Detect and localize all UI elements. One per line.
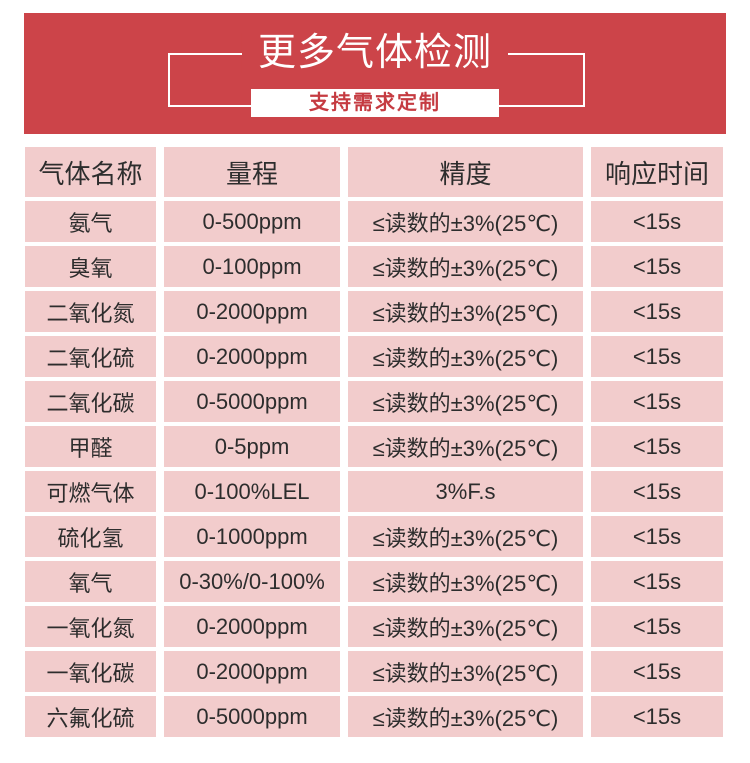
cell-gas-name: 六氟化硫: [25, 696, 156, 737]
cell-accuracy: ≤读数的±3%(25℃): [348, 516, 583, 557]
cell-response-time: <15s: [591, 381, 723, 422]
cell-response-time: <15s: [591, 651, 723, 692]
header-banner: 更多气体检测 支持需求定制: [24, 13, 726, 134]
cell-accuracy: ≤读数的±3%(25℃): [348, 651, 583, 692]
cell-gas-name: 可燃气体: [25, 471, 156, 512]
column-header-range: 量程: [164, 147, 340, 197]
column-header-accuracy: 精度: [348, 147, 583, 197]
cell-accuracy: ≤读数的±3%(25℃): [348, 336, 583, 377]
cell-response-time: <15s: [591, 471, 723, 512]
cell-accuracy: ≤读数的±3%(25℃): [348, 246, 583, 287]
cell-response-time: <15s: [591, 246, 723, 287]
cell-response-time: <15s: [591, 516, 723, 557]
cell-range: 0-2000ppm: [164, 291, 340, 332]
cell-response-time: <15s: [591, 696, 723, 737]
cell-response-time: <15s: [591, 336, 723, 377]
cell-accuracy: ≤读数的±3%(25℃): [348, 201, 583, 242]
cell-gas-name: 二氧化碳: [25, 381, 156, 422]
cell-gas-name: 一氧化碳: [25, 651, 156, 692]
cell-range: 0-5000ppm: [164, 381, 340, 422]
cell-gas-name: 硫化氢: [25, 516, 156, 557]
cell-accuracy: ≤读数的±3%(25℃): [348, 291, 583, 332]
cell-gas-name: 二氧化硫: [25, 336, 156, 377]
column-header-response-time: 响应时间: [591, 147, 723, 197]
cell-range: 0-1000ppm: [164, 516, 340, 557]
cell-gas-name: 臭氧: [25, 246, 156, 287]
cell-accuracy: ≤读数的±3%(25℃): [348, 426, 583, 467]
gas-spec-table: 气体名称 量程 精度 响应时间 氨气 0-500ppm ≤读数的±3%(25℃)…: [25, 147, 723, 737]
cell-accuracy: ≤读数的±3%(25℃): [348, 381, 583, 422]
cell-range: 0-5000ppm: [164, 696, 340, 737]
cell-response-time: <15s: [591, 606, 723, 647]
cell-response-time: <15s: [591, 561, 723, 602]
cell-range: 0-2000ppm: [164, 651, 340, 692]
page-subtitle: 支持需求定制: [251, 89, 499, 117]
cell-gas-name: 一氧化氮: [25, 606, 156, 647]
cell-range: 0-30%/0-100%: [164, 561, 340, 602]
cell-gas-name: 氨气: [25, 201, 156, 242]
cell-range: 0-100ppm: [164, 246, 340, 287]
cell-accuracy: 3%F.s: [348, 471, 583, 512]
cell-accuracy: ≤读数的±3%(25℃): [348, 606, 583, 647]
cell-gas-name: 氧气: [25, 561, 156, 602]
column-header-gas-name: 气体名称: [25, 147, 156, 197]
cell-gas-name: 甲醛: [25, 426, 156, 467]
cell-range: 0-2000ppm: [164, 606, 340, 647]
cell-range: 0-2000ppm: [164, 336, 340, 377]
cell-range: 0-5ppm: [164, 426, 340, 467]
page-title: 更多气体检测: [241, 33, 509, 73]
cell-response-time: <15s: [591, 426, 723, 467]
cell-accuracy: ≤读数的±3%(25℃): [348, 561, 583, 602]
cell-range: 0-100%LEL: [164, 471, 340, 512]
cell-gas-name: 二氧化氮: [25, 291, 156, 332]
cell-response-time: <15s: [591, 291, 723, 332]
cell-response-time: <15s: [591, 201, 723, 242]
cell-range: 0-500ppm: [164, 201, 340, 242]
cell-accuracy: ≤读数的±3%(25℃): [348, 696, 583, 737]
